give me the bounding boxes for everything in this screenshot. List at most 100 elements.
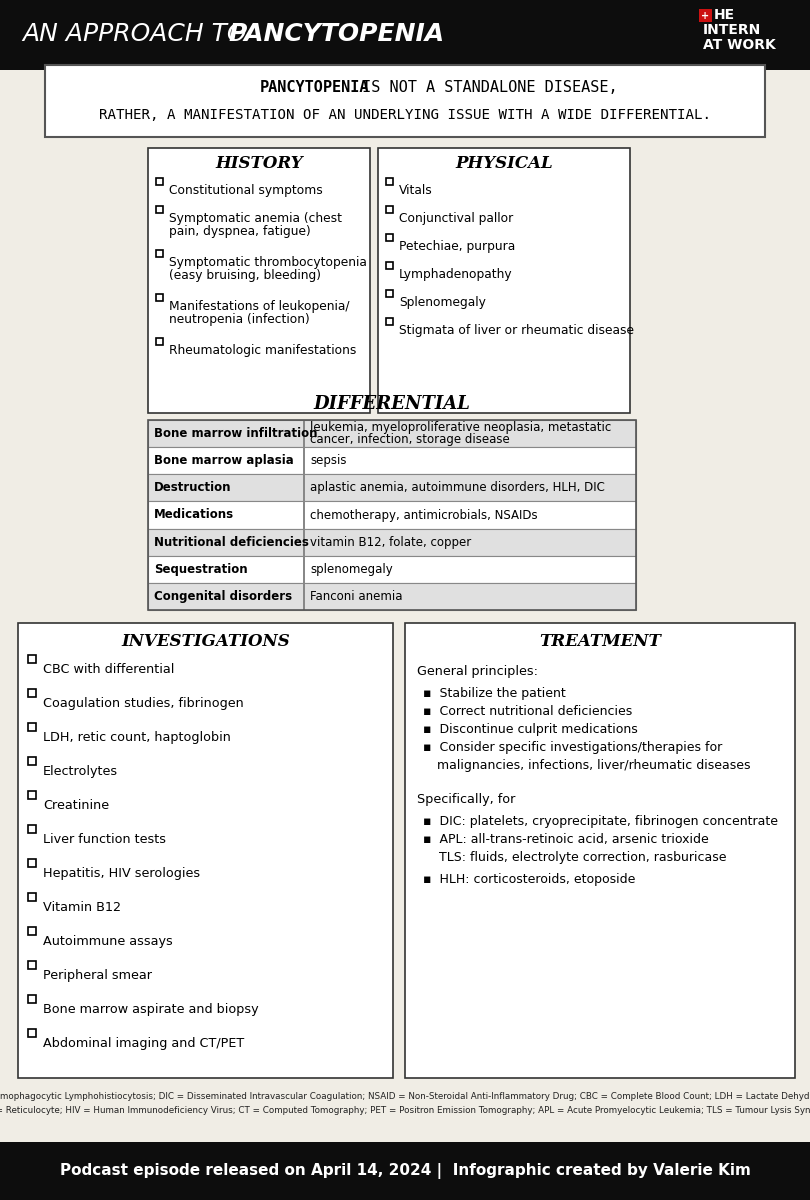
Text: PANCYTOPENIA: PANCYTOPENIA bbox=[259, 79, 369, 95]
Bar bbox=[303, 556, 305, 583]
Text: PANCYTOPENIA: PANCYTOPENIA bbox=[228, 22, 444, 46]
Text: Bone marrow aplasia: Bone marrow aplasia bbox=[154, 455, 294, 467]
Bar bbox=[386, 206, 393, 214]
Text: Medications: Medications bbox=[154, 509, 234, 522]
Bar bbox=[156, 178, 163, 185]
Bar bbox=[405, 623, 795, 1078]
Text: TREATMENT: TREATMENT bbox=[539, 632, 661, 649]
Text: Specifically, for: Specifically, for bbox=[417, 793, 515, 806]
Bar bbox=[45, 65, 765, 137]
Bar bbox=[386, 318, 393, 325]
Text: HISTORY: HISTORY bbox=[215, 156, 303, 173]
Text: ▪  APL: all-trans-retinoic acid, arsenic trioxide: ▪ APL: all-trans-retinoic acid, arsenic … bbox=[423, 833, 709, 846]
Text: ▪  Discontinue culprit medications: ▪ Discontinue culprit medications bbox=[423, 722, 637, 736]
Bar bbox=[148, 502, 636, 528]
Text: pain, dyspnea, fatigue): pain, dyspnea, fatigue) bbox=[169, 226, 311, 238]
Text: aplastic anemia, autoimmune disorders, HLH, DIC: aplastic anemia, autoimmune disorders, H… bbox=[310, 481, 605, 494]
Bar bbox=[28, 757, 36, 766]
Text: Congenital disorders: Congenital disorders bbox=[154, 590, 292, 602]
Bar bbox=[386, 178, 393, 185]
Bar bbox=[156, 206, 163, 214]
Text: Symptomatic thrombocytopenia: Symptomatic thrombocytopenia bbox=[169, 256, 367, 269]
Bar bbox=[148, 148, 370, 413]
Text: malignancies, infections, liver/rheumatic diseases: malignancies, infections, liver/rheumati… bbox=[437, 758, 751, 772]
Text: Lymphadenopathy: Lymphadenopathy bbox=[399, 268, 513, 281]
Text: ▪  Stabilize the patient: ▪ Stabilize the patient bbox=[423, 686, 565, 700]
Bar bbox=[28, 859, 36, 866]
Text: +: + bbox=[701, 11, 710, 20]
Text: vitamin B12, folate, copper: vitamin B12, folate, copper bbox=[310, 535, 471, 548]
Bar bbox=[0, 70, 810, 1115]
Bar bbox=[156, 294, 163, 301]
Bar bbox=[148, 420, 636, 448]
Bar bbox=[0, 0, 810, 70]
Bar bbox=[148, 583, 636, 610]
Text: ▪  DIC: platelets, cryoprecipitate, fibrinogen concentrate: ▪ DIC: platelets, cryoprecipitate, fibri… bbox=[423, 815, 778, 828]
Text: DIFFERENTIAL: DIFFERENTIAL bbox=[313, 395, 471, 413]
Text: HE: HE bbox=[714, 8, 735, 22]
Text: ▪  Correct nutritional deficiencies: ▪ Correct nutritional deficiencies bbox=[423, 704, 633, 718]
Text: Autoimmune assays: Autoimmune assays bbox=[43, 935, 173, 948]
Text: Coagulation studies, fibrinogen: Coagulation studies, fibrinogen bbox=[43, 697, 244, 710]
Bar bbox=[28, 893, 36, 901]
Text: ▪  HLH: corticosteroids, etoposide: ▪ HLH: corticosteroids, etoposide bbox=[423, 874, 635, 886]
Text: PHYSICAL: PHYSICAL bbox=[455, 156, 553, 173]
Bar bbox=[28, 926, 36, 935]
Bar bbox=[28, 1028, 36, 1037]
Text: LDH, retic count, haptoglobin: LDH, retic count, haptoglobin bbox=[43, 731, 231, 744]
Text: AT WORK: AT WORK bbox=[703, 38, 776, 52]
Bar bbox=[0, 1142, 810, 1200]
Text: Peripheral smear: Peripheral smear bbox=[43, 970, 152, 982]
Text: TLS: fluids, electrolyte correction, rasburicase: TLS: fluids, electrolyte correction, ras… bbox=[423, 851, 727, 864]
Bar bbox=[699, 8, 712, 22]
Text: Conjunctival pallor: Conjunctival pallor bbox=[399, 212, 514, 226]
Text: Bone marrow infiltration: Bone marrow infiltration bbox=[154, 427, 318, 440]
Text: Constitutional symptoms: Constitutional symptoms bbox=[169, 184, 322, 197]
Text: Hepatitis, HIV serologies: Hepatitis, HIV serologies bbox=[43, 866, 200, 880]
Text: Abdominal imaging and CT/PET: Abdominal imaging and CT/PET bbox=[43, 1037, 245, 1050]
Text: Bone marrow aspirate and biopsy: Bone marrow aspirate and biopsy bbox=[43, 1003, 258, 1016]
Text: Retic = Reticulocyte; HIV = Human Immunodeficiency Virus; CT = Computed Tomograp: Retic = Reticulocyte; HIV = Human Immuno… bbox=[0, 1106, 810, 1115]
Bar bbox=[148, 528, 636, 556]
Text: CBC with differential: CBC with differential bbox=[43, 662, 174, 676]
Bar bbox=[303, 474, 305, 502]
Text: IS NOT A STANDALONE DISEASE,: IS NOT A STANDALONE DISEASE, bbox=[353, 79, 618, 95]
Text: INTERN: INTERN bbox=[703, 23, 761, 37]
Bar bbox=[28, 689, 36, 697]
Text: neutropenia (infection): neutropenia (infection) bbox=[169, 313, 309, 326]
Bar bbox=[28, 791, 36, 799]
Text: AN APPROACH TO: AN APPROACH TO bbox=[22, 22, 254, 46]
Text: Nutritional deficiencies: Nutritional deficiencies bbox=[154, 535, 309, 548]
Text: RATHER, A MANIFESTATION OF AN UNDERLYING ISSUE WITH A WIDE DIFFERENTIAL.: RATHER, A MANIFESTATION OF AN UNDERLYING… bbox=[99, 108, 711, 122]
Bar bbox=[386, 290, 393, 296]
Text: Sequestration: Sequestration bbox=[154, 563, 248, 576]
Text: Electrolytes: Electrolytes bbox=[43, 766, 118, 778]
Bar bbox=[148, 448, 636, 474]
Text: ▪  Consider specific investigations/therapies for: ▪ Consider specific investigations/thera… bbox=[423, 740, 723, 754]
Bar bbox=[28, 655, 36, 662]
Bar bbox=[303, 502, 305, 528]
Text: HLH = Hemophagocytic Lymphohistiocytosis; DIC = Disseminated Intravascular Coagu: HLH = Hemophagocytic Lymphohistiocytosis… bbox=[0, 1092, 810, 1102]
Bar bbox=[28, 995, 36, 1003]
Bar bbox=[378, 148, 630, 413]
Text: General principles:: General principles: bbox=[417, 665, 538, 678]
Text: sepsis: sepsis bbox=[310, 455, 347, 467]
Text: Creatinine: Creatinine bbox=[43, 799, 109, 812]
Text: Symptomatic anemia (chest: Symptomatic anemia (chest bbox=[169, 212, 342, 226]
Bar bbox=[28, 961, 36, 970]
Text: Petechiae, purpura: Petechiae, purpura bbox=[399, 240, 515, 253]
Bar bbox=[18, 623, 393, 1078]
Bar bbox=[303, 583, 305, 610]
Bar bbox=[148, 420, 636, 610]
Bar bbox=[156, 250, 163, 257]
Text: Manifestations of leukopenia/: Manifestations of leukopenia/ bbox=[169, 300, 349, 313]
Text: Rheumatologic manifestations: Rheumatologic manifestations bbox=[169, 344, 356, 358]
Text: Vitamin B12: Vitamin B12 bbox=[43, 901, 121, 914]
Text: Vitals: Vitals bbox=[399, 184, 433, 197]
Bar bbox=[303, 528, 305, 556]
Text: leukemia, myeloproliferative neoplasia, metastatic: leukemia, myeloproliferative neoplasia, … bbox=[310, 421, 612, 434]
Text: Splenomegaly: Splenomegaly bbox=[399, 296, 486, 308]
Text: chemotherapy, antimicrobials, NSAIDs: chemotherapy, antimicrobials, NSAIDs bbox=[310, 509, 538, 522]
Text: Podcast episode released on April 14, 2024 |  Infographic created by Valerie Kim: Podcast episode released on April 14, 20… bbox=[60, 1163, 750, 1178]
Bar bbox=[156, 338, 163, 346]
